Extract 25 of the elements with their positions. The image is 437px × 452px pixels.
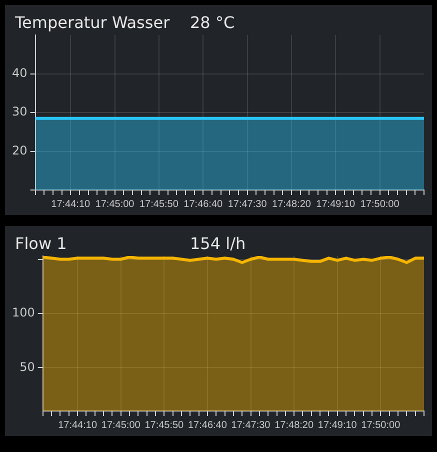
y-tick-label: 50 — [20, 360, 35, 374]
x-tick-label: 17:48:20 — [272, 198, 312, 210]
y-tick-label: 30 — [12, 104, 28, 119]
x-tick-label: 17:47:30 — [228, 198, 268, 210]
x-tick-label: 17:46:40 — [188, 420, 228, 431]
x-tick-label: 17:44:10 — [51, 198, 91, 210]
chart-title: Flow 1 — [15, 234, 67, 253]
x-tick-label: 17:46:40 — [184, 198, 224, 210]
y-tick-label: 40 — [12, 66, 28, 80]
x-tick-label: 17:44:10 — [58, 420, 98, 431]
x-tick-label: 17:49:10 — [318, 420, 358, 431]
x-tick-label: 17:50:00 — [360, 198, 400, 210]
chart-title: Temperatur Wasser — [15, 13, 170, 32]
chart-subtitle: 28 °C — [190, 13, 235, 32]
x-tick-label: 17:49:10 — [316, 198, 356, 210]
x-tick-label: 17:45:00 — [101, 420, 141, 431]
chart-subtitle: 154 l/h — [190, 234, 246, 253]
x-tick-label: 17:45:50 — [139, 198, 179, 210]
x-tick-label: 17:48:20 — [274, 420, 314, 431]
x-tick-label: 17:45:50 — [144, 420, 184, 431]
x-tick-label: 17:47:30 — [231, 420, 271, 431]
x-tick-label: 17:45:00 — [95, 198, 135, 210]
y-tick-label: 100 — [12, 306, 35, 320]
x-tick-label: 17:50:00 — [361, 420, 401, 431]
y-tick-label: 20 — [12, 143, 28, 158]
